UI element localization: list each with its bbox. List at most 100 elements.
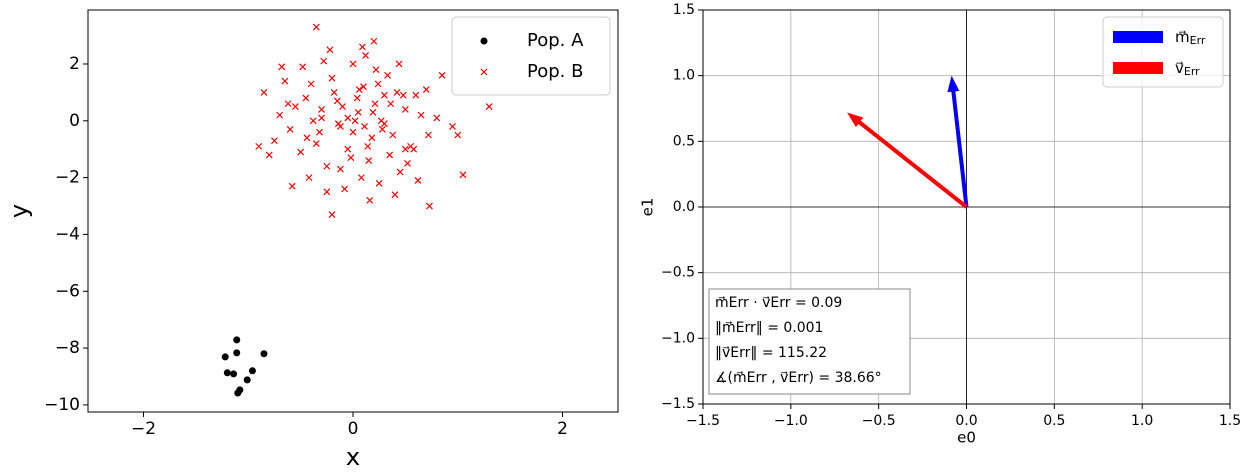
point: [401, 106, 409, 113]
point: [410, 145, 418, 153]
x-tick-label: 2: [557, 419, 568, 439]
legend-marker: [480, 37, 488, 45]
point: [359, 43, 366, 51]
point: [371, 100, 379, 108]
point: [365, 157, 373, 164]
point: [323, 188, 331, 196]
point: [339, 103, 346, 111]
annotation-line: ‖m⃗Err‖ = 0.001: [715, 320, 823, 336]
point: [374, 80, 382, 88]
point: [360, 83, 367, 91]
point: [449, 123, 456, 130]
point: [364, 142, 372, 150]
point: [370, 37, 378, 45]
y-axis-label: e1: [639, 198, 657, 217]
point: [404, 159, 411, 167]
y-tick-label: −8: [55, 338, 80, 358]
point: [305, 174, 313, 182]
point: [320, 57, 328, 65]
y-tick-label: −6: [55, 281, 80, 301]
point: [351, 117, 359, 125]
legend-box: [1102, 16, 1224, 88]
point: [341, 185, 349, 193]
point: [344, 114, 352, 122]
legend-patch: [1113, 31, 1163, 43]
x-tick-label: 1.5: [1219, 413, 1241, 429]
legend-label-sub: Err: [1184, 65, 1200, 78]
annotation-line: ∡(m⃗Err , v⃗Err) = 38.66°: [715, 370, 882, 386]
point: [271, 137, 278, 145]
point: [485, 103, 493, 111]
point: [389, 131, 397, 139]
x-tick-label: −1.5: [686, 413, 720, 429]
x-tick-label: 0: [348, 419, 359, 439]
point: [426, 202, 433, 210]
point: [459, 171, 467, 179]
legend-marker: [480, 68, 488, 76]
legend-box: [451, 16, 611, 96]
point: [396, 168, 404, 176]
point: [333, 97, 341, 105]
point: [255, 142, 263, 150]
point: [276, 111, 284, 119]
subplot: −1.5 −1.0 −0.5 0.0 0.5 1.0 1.5 −1.5 −1.0 −0.5 0.0 0…: [639, 2, 1242, 447]
y-tick-label: 0: [69, 111, 80, 131]
y-tick-label: −2: [55, 168, 80, 188]
axes-frame: [87, 9, 619, 413]
y-tick-label: −1.0: [661, 330, 695, 346]
point: [234, 389, 242, 397]
point: [424, 131, 432, 139]
point: [260, 350, 268, 358]
point: [330, 88, 338, 96]
point: [422, 86, 430, 93]
point: [284, 100, 292, 108]
point: [433, 114, 441, 122]
point: [362, 52, 369, 59]
point: [318, 106, 326, 113]
legend: Pop. A Pop. B: [451, 16, 611, 96]
point: [393, 88, 401, 96]
y-tick-label: 1.5: [673, 2, 695, 18]
point: [278, 63, 286, 71]
legend-label: Pop. A: [527, 30, 584, 51]
x-tick-label: −1.0: [774, 413, 808, 429]
y-tick-label: 0.5: [673, 133, 695, 149]
legend-patch: [1113, 62, 1163, 74]
point: [221, 353, 229, 361]
x-tick-label: 0.0: [955, 413, 977, 429]
point: [386, 151, 394, 159]
point: [412, 91, 420, 99]
point: [243, 376, 251, 384]
point: [414, 177, 422, 184]
point: [323, 162, 331, 170]
point: [248, 367, 256, 375]
legend-label: m⃗Err: [1175, 28, 1206, 48]
point: [312, 23, 320, 31]
x-tick-label: 0.5: [1043, 413, 1065, 429]
point: [349, 128, 357, 136]
y-tick-label: −10: [44, 395, 80, 415]
point: [401, 145, 409, 153]
point: [307, 80, 315, 88]
point: [344, 145, 352, 153]
legend-label: v⃗Err: [1175, 59, 1200, 79]
point: [260, 88, 268, 96]
point: [286, 125, 294, 133]
point: [309, 117, 317, 125]
point: [380, 91, 388, 99]
point: [326, 46, 334, 54]
legend-label-base: m⃗: [1175, 28, 1190, 46]
point: [334, 120, 342, 128]
y-tick-label: 0.0: [673, 199, 695, 215]
y-tick-label: 1.0: [673, 68, 695, 84]
point: [312, 140, 320, 147]
point: [380, 120, 388, 128]
point: [347, 154, 355, 162]
y-axis-label: y: [5, 204, 33, 218]
point: [372, 66, 380, 74]
point: [318, 114, 326, 122]
point: [337, 165, 344, 173]
point: [291, 103, 299, 111]
